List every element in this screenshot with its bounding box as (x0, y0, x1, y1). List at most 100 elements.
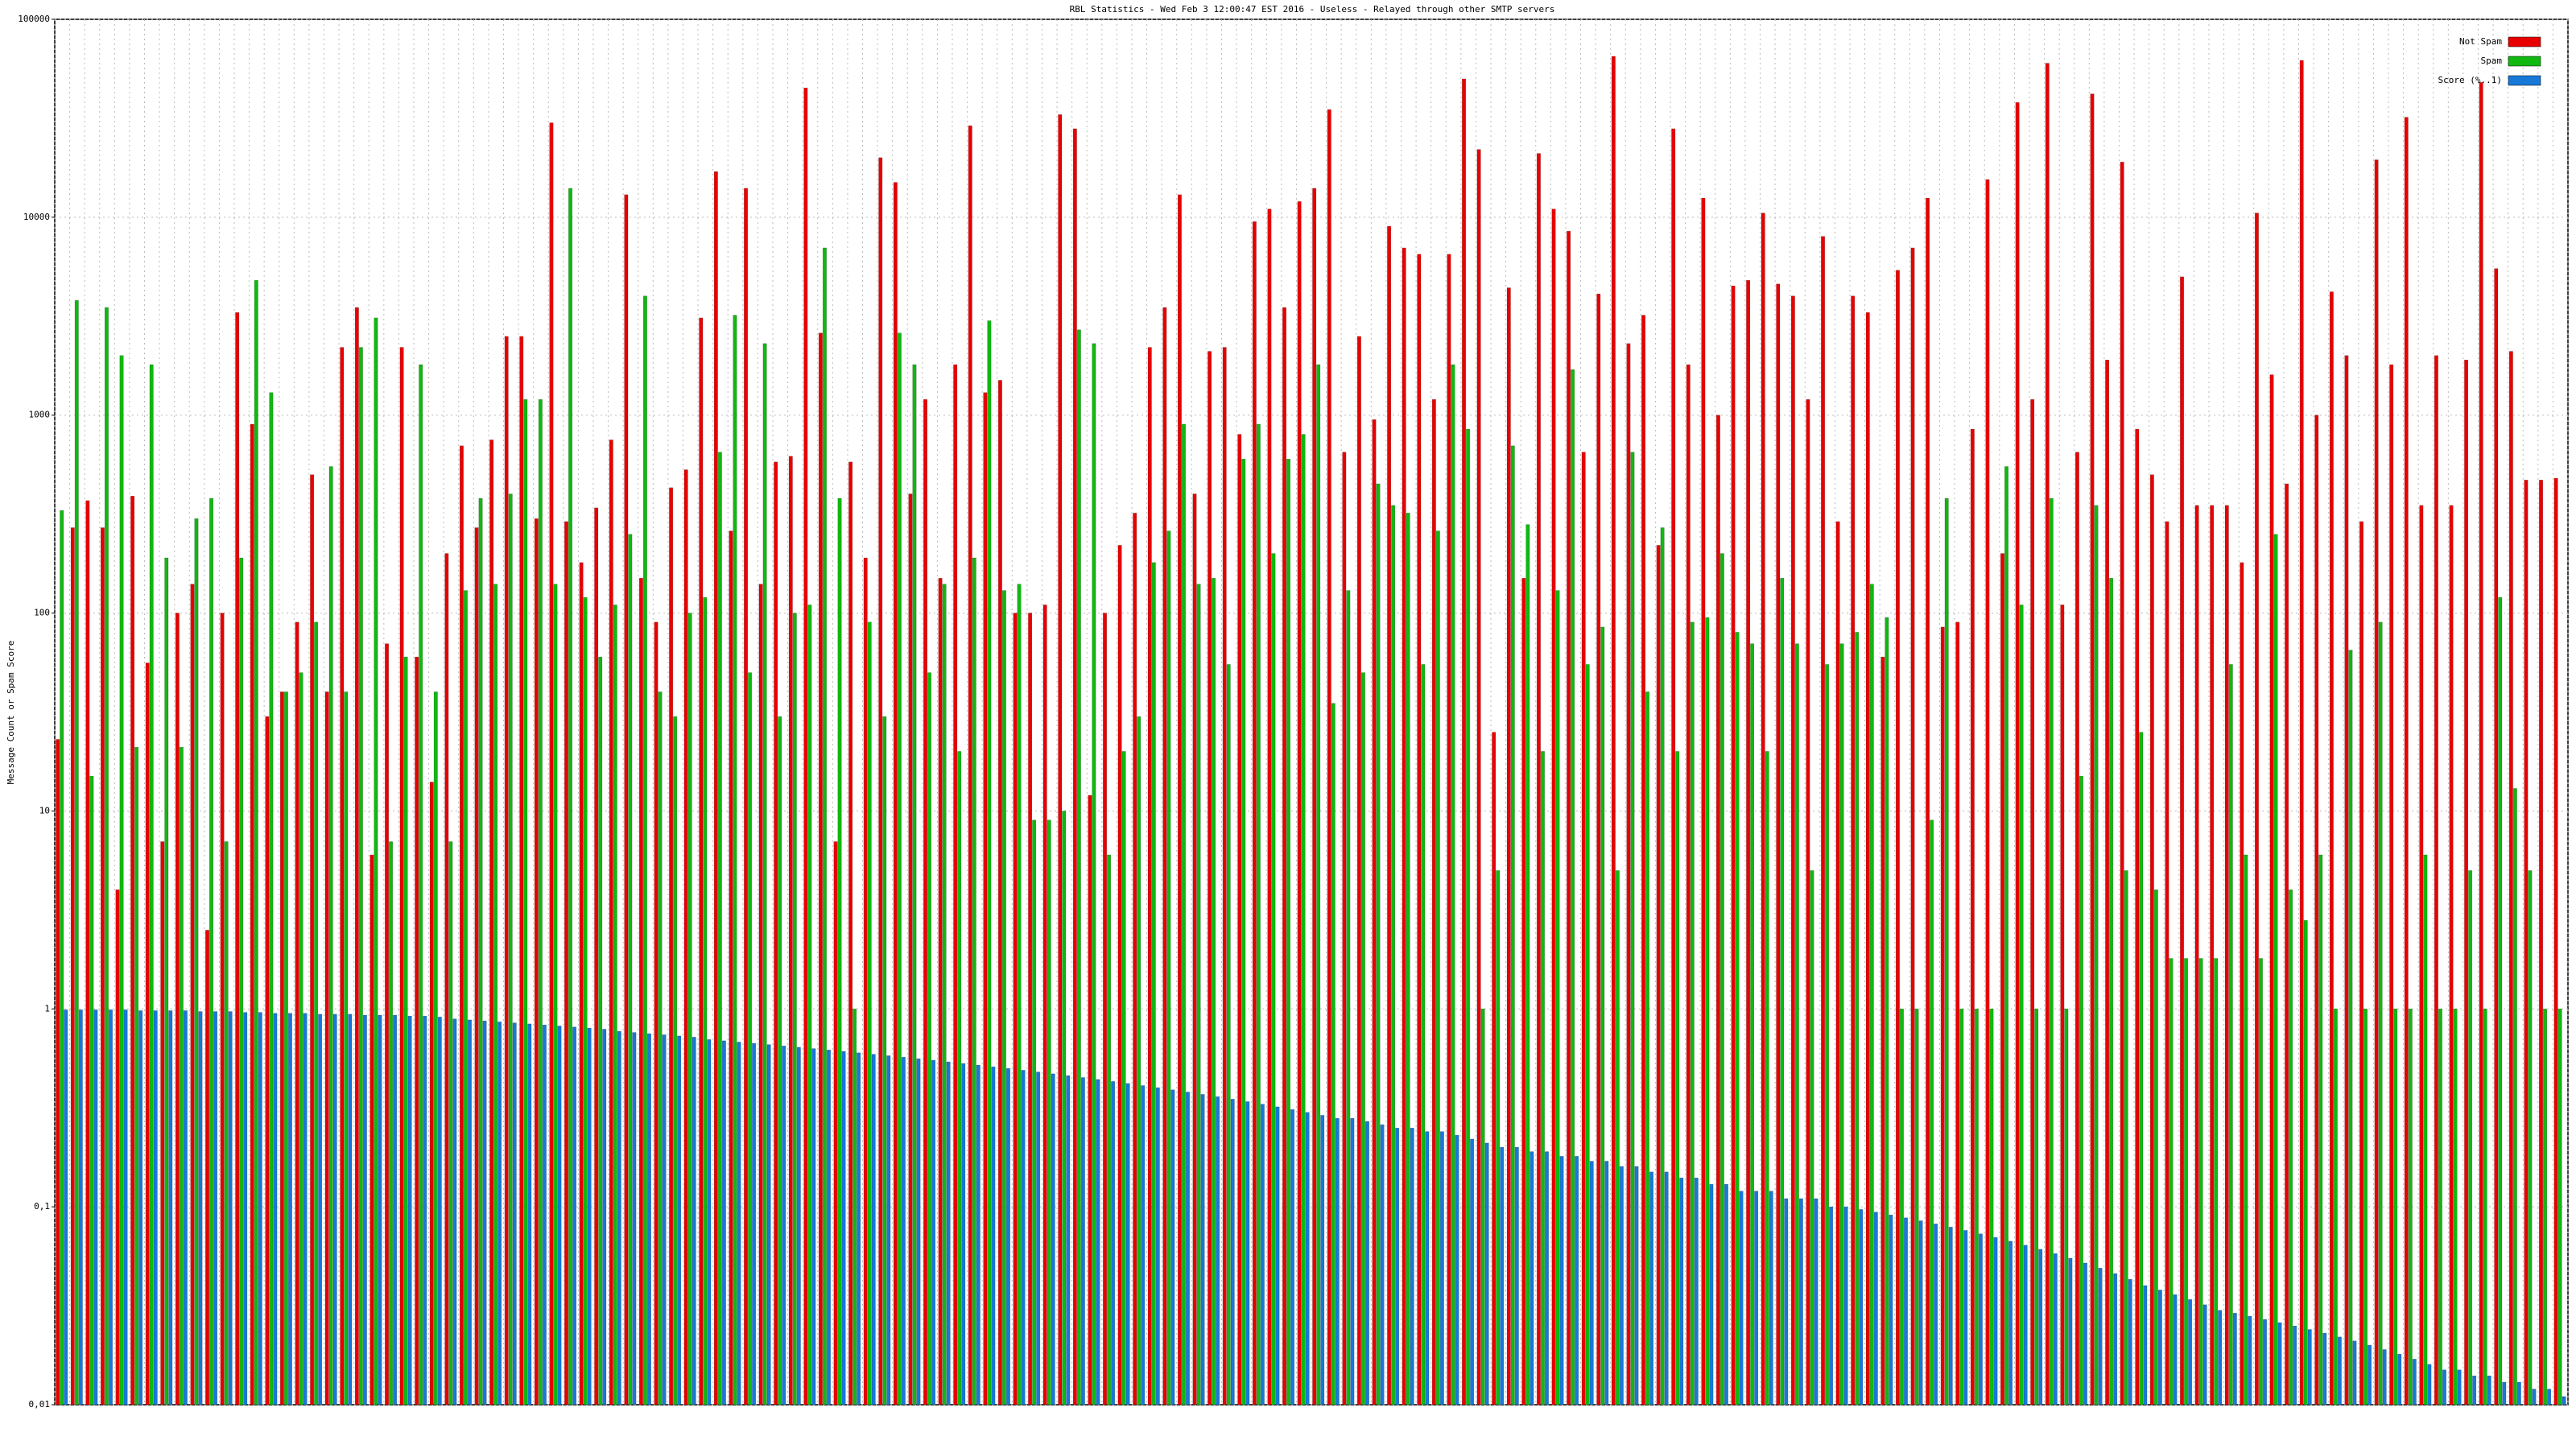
bar (1320, 1115, 1325, 1406)
bar (1596, 293, 1601, 1406)
bar (2434, 355, 2438, 1406)
bar (748, 672, 753, 1406)
bar (344, 691, 349, 1406)
bar (1581, 452, 1586, 1406)
bar (2557, 1009, 2562, 1406)
bar (2210, 505, 2215, 1406)
bar (2293, 1325, 2297, 1406)
bar (1790, 295, 1795, 1406)
bar (2198, 958, 2203, 1406)
bar (991, 1066, 996, 1406)
bar (2173, 1294, 2178, 1406)
bar (2363, 1009, 2368, 1406)
bar (1806, 398, 1810, 1406)
bar (818, 332, 823, 1406)
bar (2060, 605, 2065, 1406)
bar (429, 782, 434, 1406)
bar (957, 751, 962, 1406)
bar (2008, 1241, 2013, 1406)
bar (123, 1009, 128, 1406)
bar (1141, 1085, 1146, 1406)
bar (1455, 1134, 1459, 1406)
bar (1327, 109, 1331, 1406)
bar (1431, 398, 1436, 1406)
bar (1335, 1117, 1340, 1406)
bar (1391, 505, 1396, 1406)
bar (493, 584, 498, 1406)
bar (2153, 890, 2158, 1406)
bar (2240, 562, 2244, 1406)
bar (1155, 1087, 1160, 1406)
bar (362, 1014, 367, 1406)
bar (2248, 1315, 2252, 1406)
bar (1342, 452, 1347, 1406)
bar (2404, 117, 2409, 1406)
bar (2307, 1329, 2312, 1406)
bar (557, 1026, 562, 1406)
bar (1137, 716, 1141, 1406)
bar (354, 307, 359, 1406)
bar (2314, 415, 2319, 1406)
bar (269, 392, 274, 1406)
bar (1843, 1206, 1848, 1406)
bar (583, 597, 588, 1406)
bar (1634, 1166, 1639, 1406)
bar (2468, 870, 2473, 1406)
bar (1873, 1212, 1878, 1406)
bar (1297, 201, 1302, 1406)
bar (788, 456, 793, 1406)
bar (2285, 483, 2289, 1406)
bar (149, 364, 154, 1406)
bar (2508, 351, 2513, 1406)
bar (908, 493, 913, 1406)
bar (774, 461, 778, 1406)
bar (1821, 236, 1825, 1406)
bar (478, 497, 483, 1406)
bar (1993, 1236, 1998, 1406)
bar (1006, 1068, 1010, 1406)
bar (1331, 703, 1335, 1406)
bar (1645, 691, 1650, 1406)
bar (1664, 1171, 1669, 1406)
legend-label: Spam (2481, 56, 2503, 66)
bar (568, 188, 573, 1406)
bar (519, 336, 524, 1406)
bar (1036, 1071, 1041, 1406)
bar (587, 1027, 592, 1406)
bar (916, 1058, 921, 1406)
y-tick-label: 1 (44, 1003, 50, 1013)
bar (105, 307, 109, 1406)
bar (1447, 254, 1451, 1406)
bar (1660, 527, 1665, 1406)
bar (1365, 1121, 1369, 1406)
bar (220, 613, 225, 1406)
bar (1600, 626, 1605, 1406)
bar (2090, 93, 2095, 1406)
bar (1895, 270, 1900, 1406)
bar (1182, 423, 1186, 1406)
bar (310, 474, 315, 1406)
bar (138, 1010, 143, 1406)
bar (2449, 505, 2454, 1406)
bar (2502, 1381, 2507, 1406)
bar (2045, 63, 2050, 1406)
bar (93, 1009, 98, 1406)
bar (707, 1039, 712, 1406)
bar (415, 656, 419, 1406)
bar (1885, 617, 1889, 1406)
bar (512, 1022, 517, 1406)
bar (374, 317, 378, 1406)
bar (1720, 553, 1724, 1406)
bar (1058, 114, 1063, 1406)
bar (1170, 1089, 1175, 1406)
bar (2019, 605, 2024, 1406)
bar (2109, 578, 2114, 1406)
bar (324, 691, 329, 1406)
bar (2143, 1285, 2148, 1406)
bar (70, 527, 75, 1406)
bar (2457, 1369, 2462, 1406)
bar (385, 643, 389, 1406)
bar (1410, 1128, 1414, 1406)
bar (1476, 149, 1481, 1406)
bar (2412, 1359, 2417, 1406)
